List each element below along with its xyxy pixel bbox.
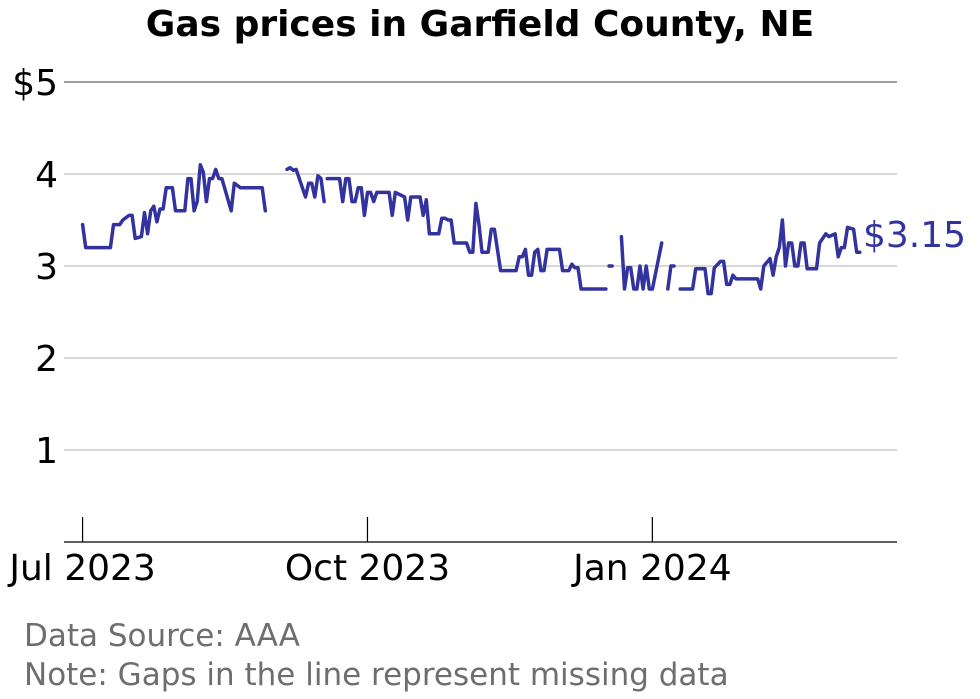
data-source-note: Data Source: AAA bbox=[24, 618, 300, 654]
gap-note: Note: Gaps in the line represent missing… bbox=[24, 657, 729, 693]
x-tick-label: Jan 2024 bbox=[571, 548, 732, 589]
price-line-segment bbox=[325, 176, 608, 291]
latest-price-label: $3.15 bbox=[863, 215, 966, 256]
y-tick-label: $5 bbox=[12, 63, 58, 104]
price-line-segment bbox=[678, 218, 862, 296]
price-line-segment bbox=[285, 165, 326, 204]
price-line-segment bbox=[80, 163, 268, 250]
y-axis-ticks: 1 2 3 4 $5 bbox=[12, 63, 58, 472]
x-tick-label: Oct 2023 bbox=[285, 548, 450, 589]
x-tick-label: Jul 2023 bbox=[7, 548, 156, 589]
y-tick-label: 4 bbox=[35, 155, 58, 196]
price-line-segment bbox=[666, 264, 676, 291]
chart-title: Gas prices in Garfield County, NE bbox=[146, 4, 814, 45]
price-line-segment bbox=[619, 234, 664, 291]
y-tick-label: 2 bbox=[35, 339, 58, 380]
price-series bbox=[80, 163, 862, 296]
y-tick-label: 3 bbox=[35, 247, 58, 288]
x-axis-ticks: Jul 2023 Oct 2023 Jan 2024 bbox=[7, 517, 732, 589]
y-tick-label: 1 bbox=[35, 431, 58, 472]
